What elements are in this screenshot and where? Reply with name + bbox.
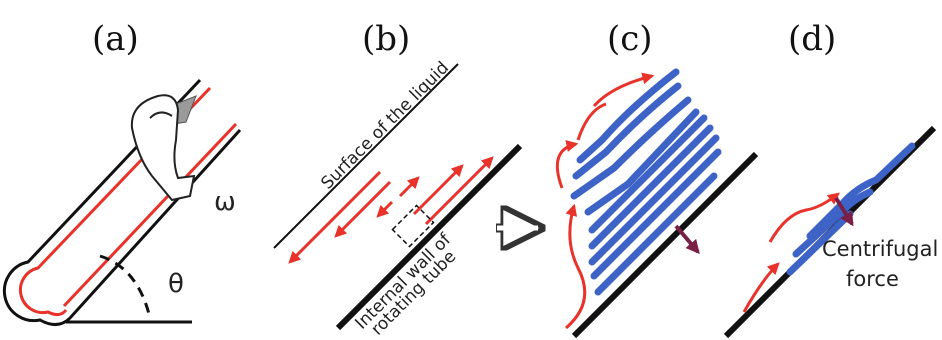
tube-outer-wall	[2, 78, 242, 326]
flow-arrow	[398, 176, 420, 198]
rotation-band-fold	[149, 111, 173, 119]
tube-inner-wall	[335, 143, 523, 331]
panel-a-label: (a)	[92, 19, 139, 59]
flow-arrow	[592, 72, 655, 108]
force-label-line2: force	[846, 267, 899, 291]
panel-c-label: (c)	[607, 19, 653, 59]
sheet-layer	[576, 68, 680, 164]
force-label-line1: Centrifugal	[822, 237, 938, 261]
wall-detail-box	[391, 204, 435, 248]
surface-label: Surface of the liquid	[317, 58, 453, 194]
sheet-layer	[588, 124, 714, 250]
panel-b-label: (b)	[362, 19, 410, 59]
flow-arrow	[288, 170, 382, 264]
centrifugal-force-arrow-icon	[834, 196, 854, 227]
sheet-layer	[590, 148, 722, 280]
rotation-arrow-icon	[130, 94, 196, 202]
flow-arrow	[768, 192, 840, 243]
panel-a: (a) ω θ	[2, 19, 242, 326]
theta-symbol: θ	[168, 269, 184, 299]
flow-arrow	[376, 200, 394, 218]
sheet-layer	[786, 210, 854, 276]
panel-c: (c)	[555, 19, 759, 339]
flow-arrow	[424, 156, 494, 226]
wall-label-line1: Internal wall of	[351, 229, 455, 333]
liquid-film-line	[18, 86, 212, 317]
flow-arrow	[742, 262, 780, 313]
sheet-layer	[572, 82, 682, 180]
panel-d-label: (d)	[788, 19, 836, 59]
omega-symbol: ω	[214, 187, 236, 217]
flow-arrow	[334, 180, 392, 238]
liquid-film-line	[62, 122, 238, 308]
flow-arrow	[565, 203, 587, 330]
flow-arrow	[412, 164, 464, 216]
sheet-layer	[588, 134, 720, 266]
liquid-surface-line	[273, 63, 459, 249]
sheet-layer	[594, 172, 718, 296]
centrifugal-force-arrow-icon	[674, 224, 700, 255]
sheet-stack	[570, 68, 722, 296]
panel-d: (d) Centrifugal force	[723, 19, 938, 339]
sheet-layer	[588, 114, 708, 234]
tube-inner-wall	[571, 151, 759, 339]
sheet-layer	[584, 108, 700, 216]
sheet-layer	[806, 142, 916, 240]
panel-b: (b) Surface of the liquid Internal wall …	[273, 19, 538, 340]
angle-arc	[99, 254, 152, 319]
flow-arrow	[576, 102, 607, 141]
flow-arrow	[555, 140, 579, 189]
sheet-layer	[570, 96, 692, 200]
